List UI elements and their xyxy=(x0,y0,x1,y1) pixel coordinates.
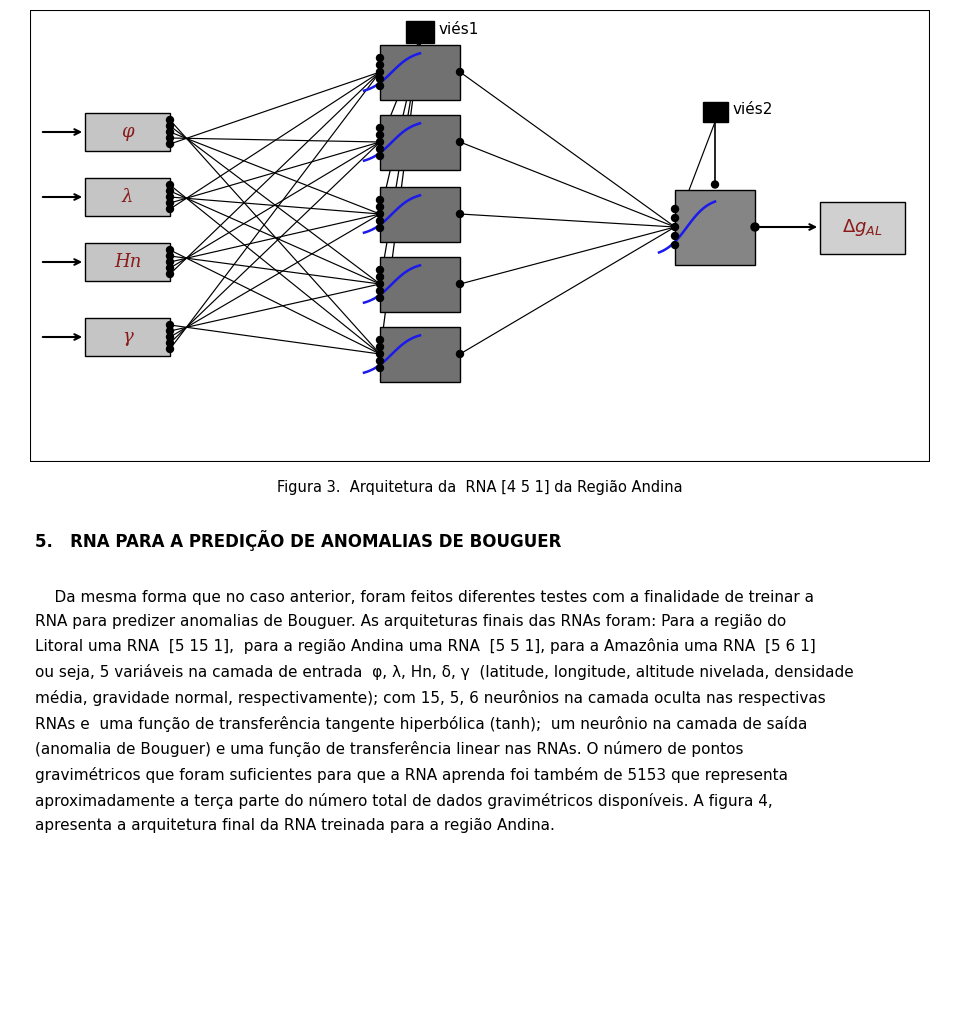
Circle shape xyxy=(376,68,383,75)
Circle shape xyxy=(376,365,383,371)
Circle shape xyxy=(671,214,679,222)
Circle shape xyxy=(166,259,174,266)
Circle shape xyxy=(166,322,174,329)
Circle shape xyxy=(376,153,383,160)
Bar xyxy=(380,327,460,381)
Circle shape xyxy=(166,265,174,271)
Text: γ: γ xyxy=(122,328,132,346)
Circle shape xyxy=(376,358,383,365)
Bar xyxy=(380,187,460,241)
Circle shape xyxy=(376,75,383,82)
Circle shape xyxy=(376,280,383,288)
Circle shape xyxy=(457,351,464,358)
Circle shape xyxy=(166,246,174,254)
Circle shape xyxy=(166,181,174,189)
Circle shape xyxy=(166,328,174,334)
Circle shape xyxy=(671,241,679,248)
Circle shape xyxy=(711,181,718,188)
Circle shape xyxy=(376,132,383,138)
Bar xyxy=(85,243,170,281)
Circle shape xyxy=(376,125,383,132)
Bar xyxy=(380,44,460,100)
Circle shape xyxy=(376,218,383,225)
Bar xyxy=(85,113,170,151)
Circle shape xyxy=(376,351,383,358)
Circle shape xyxy=(376,266,383,273)
Circle shape xyxy=(166,194,174,200)
Circle shape xyxy=(376,295,383,301)
Text: 5.   RNA PARA A PREDIÇÃO DE ANOMALIAS DE BOUGUER: 5. RNA PARA A PREDIÇÃO DE ANOMALIAS DE B… xyxy=(35,530,562,551)
Circle shape xyxy=(166,339,174,346)
Circle shape xyxy=(166,134,174,141)
Text: viés1: viés1 xyxy=(439,23,479,37)
Bar xyxy=(85,318,170,356)
Circle shape xyxy=(671,224,679,231)
Circle shape xyxy=(376,288,383,295)
Text: Hn: Hn xyxy=(114,253,141,271)
Circle shape xyxy=(751,223,759,231)
Circle shape xyxy=(166,140,174,147)
Circle shape xyxy=(166,333,174,340)
Circle shape xyxy=(376,225,383,232)
Circle shape xyxy=(376,336,383,343)
Circle shape xyxy=(166,253,174,260)
Bar xyxy=(820,202,905,254)
Circle shape xyxy=(376,145,383,153)
Bar xyxy=(380,257,460,311)
Circle shape xyxy=(166,345,174,353)
Circle shape xyxy=(166,117,174,124)
Text: λ: λ xyxy=(122,188,133,206)
Circle shape xyxy=(166,205,174,212)
Circle shape xyxy=(166,129,174,135)
Bar xyxy=(675,190,755,265)
Circle shape xyxy=(671,205,679,212)
Circle shape xyxy=(376,273,383,280)
Text: $\Delta g_{AL}$: $\Delta g_{AL}$ xyxy=(842,218,883,238)
Text: viés2: viés2 xyxy=(732,102,773,118)
Circle shape xyxy=(376,82,383,90)
Circle shape xyxy=(671,233,679,239)
Circle shape xyxy=(376,210,383,218)
Circle shape xyxy=(376,197,383,203)
Bar xyxy=(703,102,728,122)
Text: φ: φ xyxy=(121,123,133,141)
Text: Figura 3.  Arquitetura da  RNA [4 5 1] da Região Andina: Figura 3. Arquitetura da RNA [4 5 1] da … xyxy=(277,479,683,495)
Bar xyxy=(406,21,434,43)
Bar xyxy=(380,114,460,169)
Circle shape xyxy=(376,62,383,68)
Circle shape xyxy=(166,200,174,206)
Circle shape xyxy=(457,68,464,75)
Circle shape xyxy=(376,138,383,145)
Bar xyxy=(85,178,170,217)
Circle shape xyxy=(457,138,464,145)
Circle shape xyxy=(166,123,174,130)
Text: Da mesma forma que no caso anterior, foram feitos diferentes testes com a finali: Da mesma forma que no caso anterior, for… xyxy=(35,590,853,833)
Circle shape xyxy=(376,203,383,210)
Circle shape xyxy=(166,188,174,195)
Circle shape xyxy=(376,343,383,351)
Circle shape xyxy=(457,280,464,288)
Circle shape xyxy=(376,55,383,62)
Circle shape xyxy=(457,210,464,218)
Circle shape xyxy=(166,270,174,277)
